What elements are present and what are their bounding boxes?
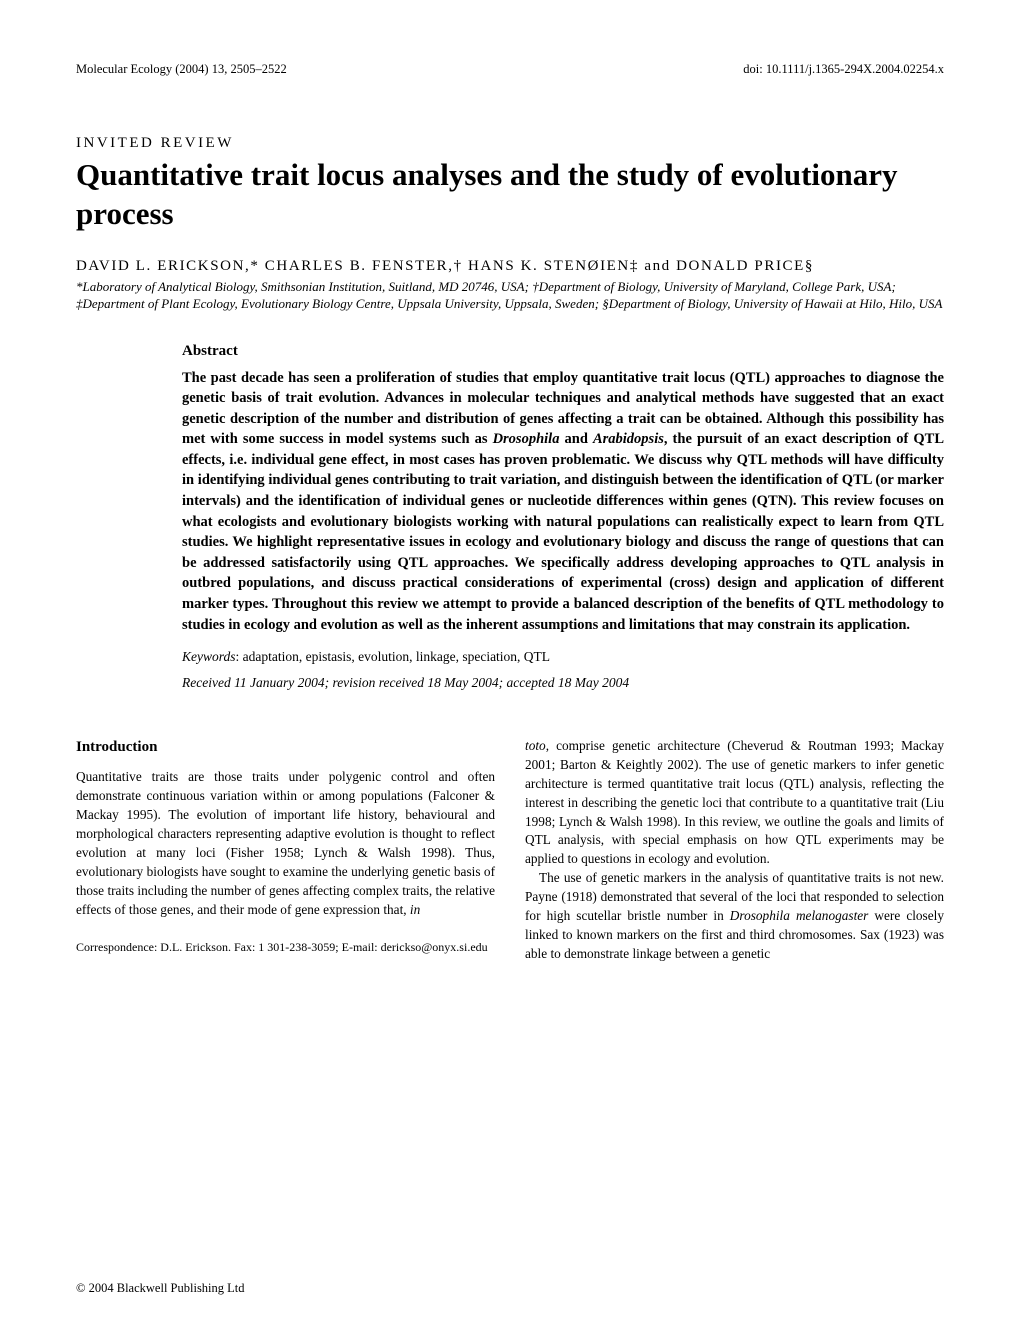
intro-p1r-ital: toto xyxy=(525,738,546,753)
running-header: Molecular Ecology (2004) 13, 2505–2522 d… xyxy=(76,62,944,77)
article-type-label: INVITED REVIEW xyxy=(76,135,944,152)
intro-p1r-text: , comprise genetic architecture (Cheveru… xyxy=(525,738,944,866)
abstract-text-3: , the pursuit of an exact description of… xyxy=(182,431,944,632)
received-line: Received 11 January 2004; revision recei… xyxy=(182,675,944,691)
author-list: DAVID L. ERICKSON,* CHARLES B. FENSTER,†… xyxy=(76,258,944,275)
body-columns: Introduction Quantitative traits are tho… xyxy=(76,737,944,964)
journal-citation: Molecular Ecology (2004) 13, 2505–2522 xyxy=(76,62,287,77)
abstract-body: The past decade has seen a proliferation… xyxy=(182,368,944,636)
left-column: Introduction Quantitative traits are tho… xyxy=(76,737,495,964)
intro-p2-ital: Drosophila melanogaster xyxy=(730,908,869,923)
abstract-italic-1: Drosophila xyxy=(493,431,560,447)
doi: doi: 10.1111/j.1365-294X.2004.02254.x xyxy=(743,62,944,77)
abstract-heading: Abstract xyxy=(182,343,944,360)
intro-para-1-right: toto, comprise genetic architecture (Che… xyxy=(525,737,944,869)
article-title: Quantitative trait locus analyses and th… xyxy=(76,156,944,234)
right-column: toto, comprise genetic architecture (Che… xyxy=(525,737,944,964)
abstract-italic-2: Arabidopsis xyxy=(593,431,664,447)
correspondence: Correspondence: D.L. Erickson. Fax: 1 30… xyxy=(76,939,495,956)
affiliations: *Laboratory of Analytical Biology, Smith… xyxy=(76,278,944,313)
intro-para-2-right: The use of genetic markers in the analys… xyxy=(525,869,944,963)
intro-p1-ital: in xyxy=(410,902,420,917)
keywords-label: Keywords xyxy=(182,649,236,664)
abstract-text-2: and xyxy=(559,431,593,447)
intro-para-1-left: Quantitative traits are those traits und… xyxy=(76,768,495,919)
keywords-line: Keywords: adaptation, epistasis, evoluti… xyxy=(182,649,944,665)
introduction-heading: Introduction xyxy=(76,737,495,758)
abstract-block: Abstract The past decade has seen a prol… xyxy=(182,343,944,692)
copyright-footer: © 2004 Blackwell Publishing Ltd xyxy=(76,1281,245,1296)
keywords-value: : adaptation, epistasis, evolution, link… xyxy=(236,649,551,664)
intro-p1-text: Quantitative traits are those traits und… xyxy=(76,769,495,916)
